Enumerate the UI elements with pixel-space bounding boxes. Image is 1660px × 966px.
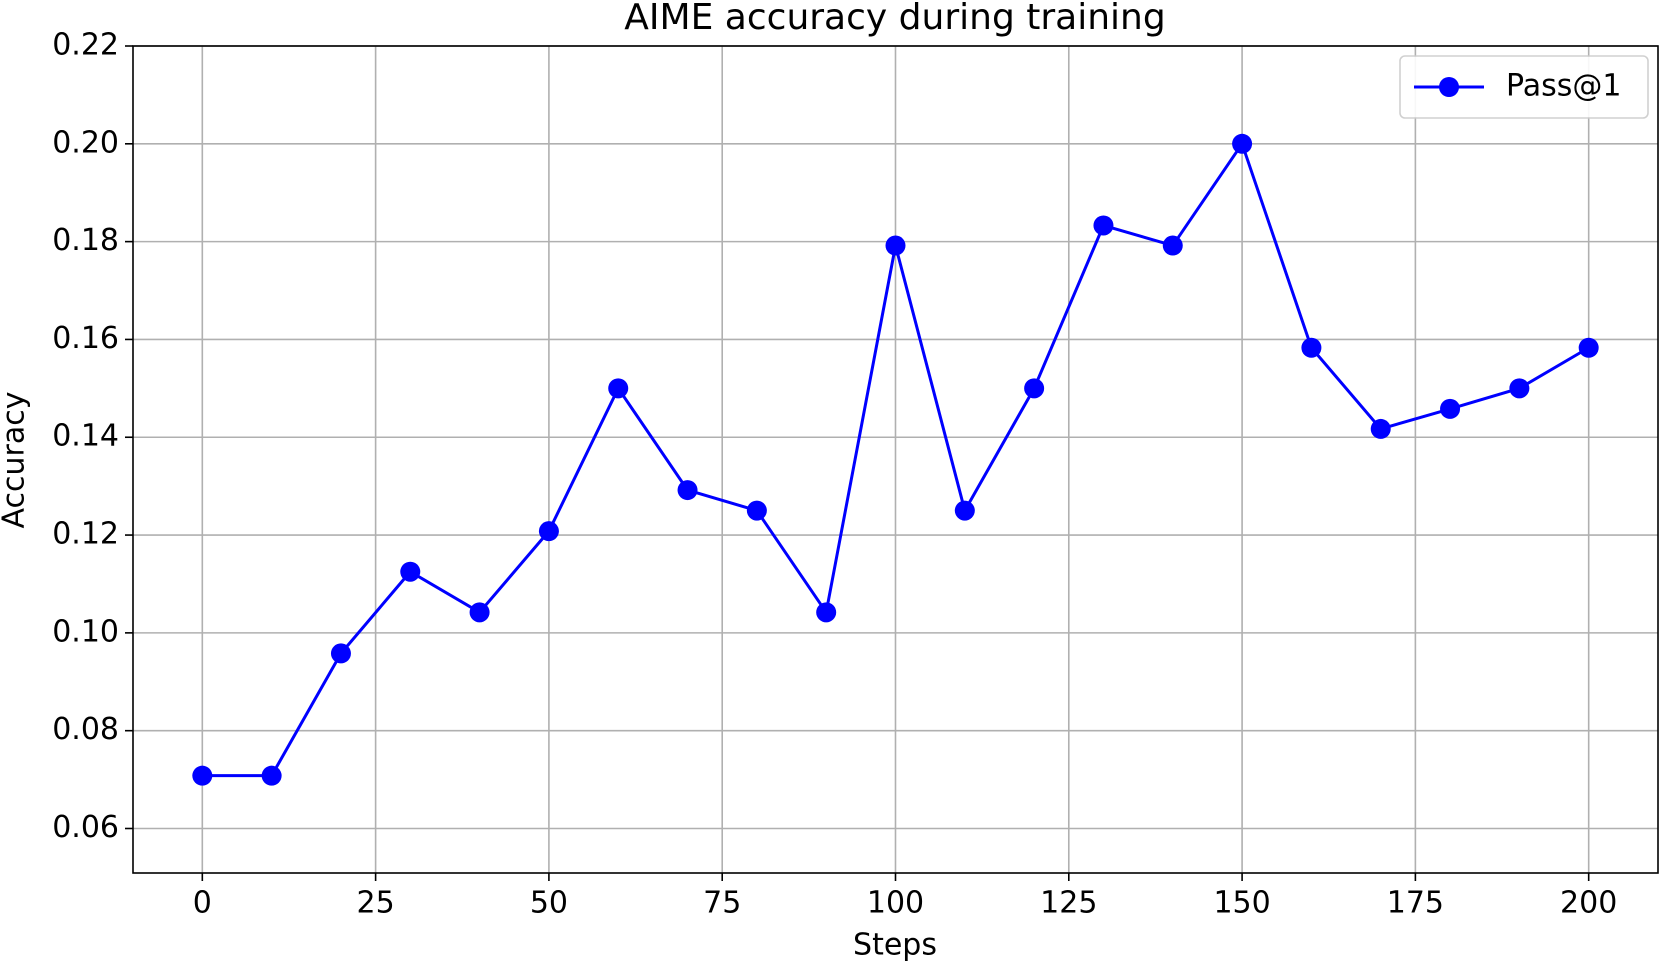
marker bbox=[1301, 337, 1322, 358]
marker bbox=[538, 521, 559, 542]
chart-title: AIME accuracy during training bbox=[624, 0, 1165, 38]
marker bbox=[1093, 215, 1114, 236]
marker bbox=[400, 561, 421, 582]
x-tick-label: 50 bbox=[530, 886, 568, 921]
marker bbox=[1370, 418, 1391, 439]
legend-marker bbox=[1439, 77, 1459, 97]
marker bbox=[192, 765, 213, 786]
x-tick-label: 100 bbox=[867, 886, 924, 921]
y-tick-label: 0.14 bbox=[52, 419, 119, 454]
marker bbox=[1232, 133, 1253, 154]
plot-frame bbox=[132, 45, 1659, 874]
y-tick-label: 0.10 bbox=[52, 614, 119, 649]
marker bbox=[677, 480, 698, 501]
y-tick-label: 0.16 bbox=[52, 321, 119, 356]
marker bbox=[885, 235, 906, 256]
x-axis-label: Steps bbox=[853, 928, 937, 963]
y-tick-label: 0.20 bbox=[52, 125, 119, 160]
x-tick-label: 25 bbox=[357, 886, 395, 921]
y-tick-label: 0.08 bbox=[52, 712, 119, 747]
x-tick-label: 175 bbox=[1387, 886, 1444, 921]
marker bbox=[469, 602, 490, 623]
x-tick-label: 75 bbox=[703, 886, 741, 921]
legend-box bbox=[1399, 55, 1649, 119]
x-tick-label: 150 bbox=[1213, 886, 1270, 921]
marker bbox=[261, 765, 282, 786]
x-tick-label: 200 bbox=[1560, 886, 1617, 921]
marker bbox=[954, 500, 975, 521]
marker bbox=[1440, 398, 1461, 419]
marker bbox=[816, 602, 837, 623]
x-tick-label: 0 bbox=[193, 886, 212, 921]
y-tick-label: 0.18 bbox=[52, 223, 119, 258]
marker bbox=[330, 643, 351, 664]
x-tick-label: 125 bbox=[1040, 886, 1097, 921]
legend-label: Pass@1 bbox=[1506, 69, 1621, 104]
y-tick-label: 0.22 bbox=[52, 28, 119, 63]
y-axis-label: Accuracy bbox=[0, 392, 32, 529]
marker bbox=[746, 500, 767, 521]
marker bbox=[608, 378, 629, 399]
marker bbox=[1578, 337, 1599, 358]
marker bbox=[1162, 235, 1183, 256]
marker bbox=[1509, 378, 1530, 399]
marker bbox=[1024, 378, 1045, 399]
y-tick-label: 0.12 bbox=[52, 517, 119, 552]
y-tick-label: 0.06 bbox=[52, 810, 119, 845]
